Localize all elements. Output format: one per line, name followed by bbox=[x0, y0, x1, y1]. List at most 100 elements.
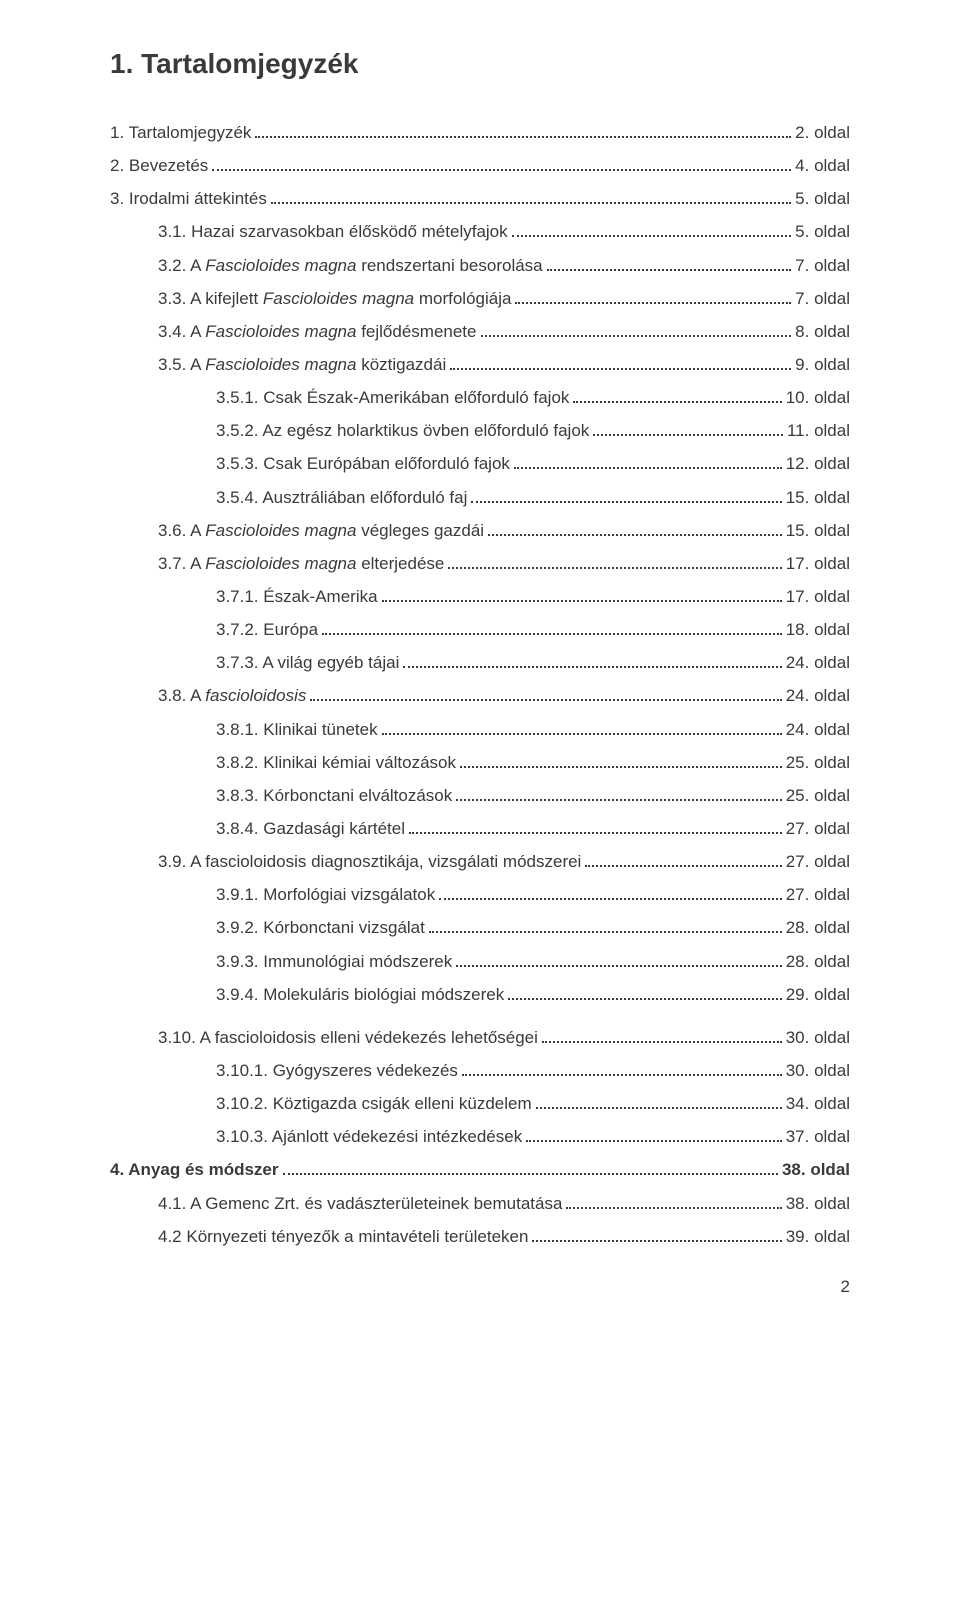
toc-entry-label: 3.8.1. Klinikai tünetek bbox=[216, 713, 378, 746]
toc-entry: 3.10.3. Ajánlott védekezési intézkedések… bbox=[110, 1120, 850, 1153]
toc-entry-label: 4.2 Környezeti tényezők a mintavételi te… bbox=[158, 1220, 528, 1253]
toc-entry: 3.9.3. Immunológiai módszerek 28. oldal bbox=[110, 945, 850, 978]
toc-leader-dots bbox=[409, 820, 782, 834]
toc-leader-dots bbox=[382, 588, 782, 602]
toc-entry: 3.5.4. Ausztráliában előforduló faj15. o… bbox=[110, 481, 850, 514]
toc-entry-page: 7. oldal bbox=[795, 282, 850, 315]
toc-entry-label: 3.2. A Fascioloides magna rendszertani b… bbox=[158, 249, 543, 282]
toc-entry: 3.8.4. Gazdasági kártétel 27. oldal bbox=[110, 812, 850, 845]
page-number: 2 bbox=[110, 1277, 850, 1297]
toc-entry-page: 24. oldal bbox=[786, 713, 850, 746]
toc-leader-dots bbox=[593, 423, 783, 437]
toc-entry-page: 27. oldal bbox=[786, 845, 850, 878]
toc-leader-dots bbox=[514, 456, 782, 470]
toc-entry-page: 5. oldal bbox=[795, 182, 850, 215]
toc-entry: 3.9.2. Kórbonctani vizsgálat 28. oldal bbox=[110, 911, 850, 944]
toc-entry: 2. Bevezetés4. oldal bbox=[110, 149, 850, 182]
toc-entry-page: 9. oldal bbox=[795, 348, 850, 381]
toc-leader-dots bbox=[536, 1095, 782, 1109]
toc-entry-page: 25. oldal bbox=[786, 746, 850, 779]
toc-entry-page: 39. oldal bbox=[786, 1220, 850, 1253]
toc-entry-page: 27. oldal bbox=[786, 812, 850, 845]
toc-leader-dots bbox=[585, 854, 781, 868]
toc-entry-label: 3.5.3. Csak Európában előforduló fajok bbox=[216, 447, 510, 480]
toc-entry: 3.7.1. Észak-Amerika17. oldal bbox=[110, 580, 850, 613]
toc-entry-page: 28. oldal bbox=[786, 945, 850, 978]
toc-entry: 3.10.2. Köztigazda csigák elleni küzdele… bbox=[110, 1087, 850, 1120]
toc-entry-label: 3.1. Hazai szarvasokban élősködő mételyf… bbox=[158, 215, 508, 248]
toc-entry-label: 3.9. A fascioloidosis diagnosztikája, vi… bbox=[158, 845, 581, 878]
toc-leader-dots bbox=[515, 290, 791, 304]
toc-entry-label: 3.7.1. Észak-Amerika bbox=[216, 580, 378, 613]
toc-entry: 3.9.1. Morfológiai vizsgálatok 27. oldal bbox=[110, 878, 850, 911]
toc-entry: 3.9. A fascioloidosis diagnosztikája, vi… bbox=[110, 845, 850, 878]
toc-entry: 3.6. A Fascioloides magna végleges gazdá… bbox=[110, 514, 850, 547]
toc-entry-page: 25. oldal bbox=[786, 779, 850, 812]
toc-entry-page: 11. oldal bbox=[787, 414, 850, 447]
toc-entry-label: 4.1. A Gemenc Zrt. és vadászterületeinek… bbox=[158, 1187, 562, 1220]
toc-entry-label: 3.5.2. Az egész holarktikus övben előfor… bbox=[216, 414, 589, 447]
toc-entry-page: 27. oldal bbox=[786, 878, 850, 911]
toc-entry-label: 3.10.3. Ajánlott védekezési intézkedések bbox=[216, 1120, 522, 1153]
toc-leader-dots bbox=[462, 1062, 782, 1076]
toc-entry-label: 3. Irodalmi áttekintés bbox=[110, 182, 267, 215]
toc-leader-dots bbox=[481, 323, 792, 337]
toc-entry-page: 34. oldal bbox=[786, 1087, 850, 1120]
toc-leader-dots bbox=[322, 622, 782, 636]
toc-leader-dots bbox=[439, 887, 781, 901]
toc-entry-label: 3.10.2. Köztigazda csigák elleni küzdele… bbox=[216, 1087, 532, 1120]
toc-entry-label: 3.9.3. Immunológiai módszerek bbox=[216, 945, 452, 978]
toc-entry: 1. Tartalomjegyzék2. oldal bbox=[110, 116, 850, 149]
toc-entry: 3.8.3. Kórbonctani elváltozások 25. oldal bbox=[110, 779, 850, 812]
toc-entry: 3.3. A kifejlett Fascioloides magna morf… bbox=[110, 282, 850, 315]
toc-leader-dots bbox=[547, 257, 792, 271]
toc-entry-label: 3.8.4. Gazdasági kártétel bbox=[216, 812, 405, 845]
toc-entry-label: 3.9.4. Molekuláris biológiai módszerek bbox=[216, 978, 504, 1011]
toc-entry: 3.7.3. A világ egyéb tájai24. oldal bbox=[110, 646, 850, 679]
toc-entry-label: 4. Anyag és módszer bbox=[110, 1153, 279, 1186]
toc-entry-page: 15. oldal bbox=[786, 514, 850, 547]
toc-entry-page: 38. oldal bbox=[782, 1153, 850, 1186]
toc-entry-label: 3.7. A Fascioloides magna elterjedése bbox=[158, 547, 444, 580]
toc-leader-dots bbox=[283, 1162, 778, 1176]
toc-entry-page: 37. oldal bbox=[786, 1120, 850, 1153]
toc-entry: 3.8.2. Klinikai kémiai változások 25. old… bbox=[110, 746, 850, 779]
toc-entry: 4.2 Környezeti tényezők a mintavételi te… bbox=[110, 1220, 850, 1253]
toc-entry-label: 3.8.2. Klinikai kémiai változások bbox=[216, 746, 456, 779]
toc-entry-page: 24. oldal bbox=[786, 646, 850, 679]
toc-entry-page: 12. oldal bbox=[786, 447, 850, 480]
toc-entry: 3.5.3. Csak Európában előforduló fajok 12… bbox=[110, 447, 850, 480]
toc-leader-dots bbox=[310, 688, 781, 702]
toc-entry-label: 3.9.2. Kórbonctani vizsgálat bbox=[216, 911, 425, 944]
toc-leader-dots bbox=[532, 1228, 781, 1242]
toc-entry-page: 28. oldal bbox=[786, 911, 850, 944]
toc-leader-dots bbox=[512, 224, 792, 238]
toc-entry-label: 3.6. A Fascioloides magna végleges gazdá… bbox=[158, 514, 484, 547]
toc-entry: 3.7. A Fascioloides magna elterjedése17.… bbox=[110, 547, 850, 580]
toc-entry-label: 3.10. A fascioloidosis elleni védekezés … bbox=[158, 1021, 538, 1054]
toc-entry: 3. Irodalmi áttekintés 5. oldal bbox=[110, 182, 850, 215]
toc-entry-page: 5. oldal bbox=[795, 215, 850, 248]
toc-leader-dots bbox=[508, 986, 782, 1000]
toc-entry-label: 3.9.1. Morfológiai vizsgálatok bbox=[216, 878, 435, 911]
table-of-contents: 1. Tartalomjegyzék2. oldal2. Bevezetés4.… bbox=[110, 116, 850, 1253]
toc-entry-page: 8. oldal bbox=[795, 315, 850, 348]
toc-gap bbox=[110, 1011, 850, 1021]
toc-entry-page: 30. oldal bbox=[786, 1021, 850, 1054]
toc-entry-label: 3.8.3. Kórbonctani elváltozások bbox=[216, 779, 452, 812]
toc-entry: 3.10. A fascioloidosis elleni védekezés … bbox=[110, 1021, 850, 1054]
toc-entry: 3.5.2. Az egész holarktikus övben előfor… bbox=[110, 414, 850, 447]
toc-leader-dots bbox=[271, 191, 791, 205]
toc-leader-dots bbox=[566, 1195, 781, 1209]
toc-entry-label: 3.4. A Fascioloides magna fejlődésmenete bbox=[158, 315, 477, 348]
toc-leader-dots bbox=[542, 1029, 782, 1043]
toc-entry-label: 1. Tartalomjegyzék bbox=[110, 116, 251, 149]
toc-entry: 3.4. A Fascioloides magna fejlődésmenete… bbox=[110, 315, 850, 348]
toc-entry-page: 4. oldal bbox=[795, 149, 850, 182]
toc-entry-page: 7. oldal bbox=[795, 249, 850, 282]
toc-entry: 4.1. A Gemenc Zrt. és vadászterületeinek… bbox=[110, 1187, 850, 1220]
toc-entry-label: 3.8. A fascioloidosis bbox=[158, 679, 306, 712]
toc-entry-page: 38. oldal bbox=[786, 1187, 850, 1220]
toc-leader-dots bbox=[471, 489, 781, 503]
toc-entry-page: 30. oldal bbox=[786, 1054, 850, 1087]
